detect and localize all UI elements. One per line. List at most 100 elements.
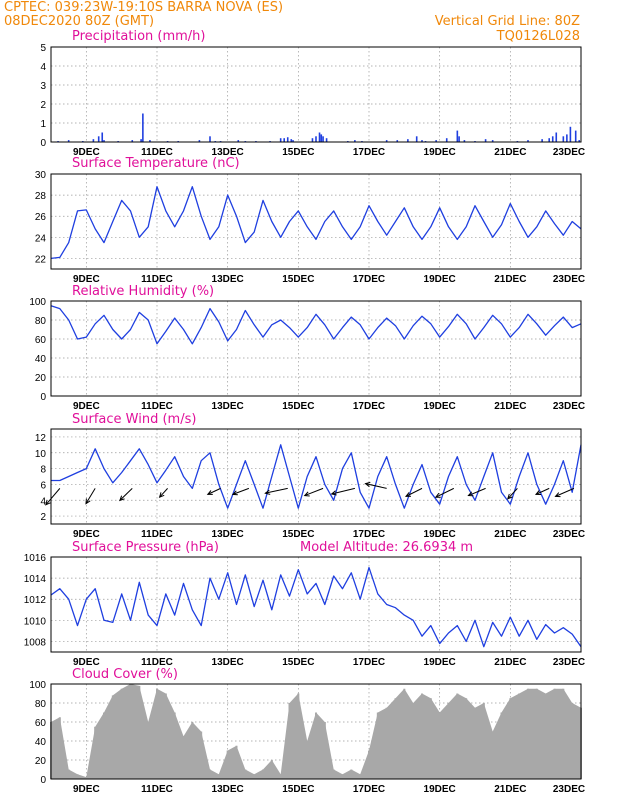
precip-bar — [566, 134, 568, 142]
cloud-cover-xtick-label: 11DEC — [141, 784, 173, 795]
cloud-cover-bar — [474, 707, 476, 779]
cloud-cover-bar — [94, 726, 97, 779]
cloud-cover-bar — [253, 774, 256, 779]
wind-vector-head — [85, 498, 91, 505]
cloud-cover-ytick-label: 40 — [35, 737, 47, 748]
cloud-cover-bar — [403, 688, 406, 779]
precip-bar — [396, 140, 399, 142]
precip-bar — [209, 136, 211, 142]
model-altitude-annotation: Model Altitude: 26.6934 m — [300, 540, 473, 555]
precipitation-xtick-label: 9DEC — [73, 147, 100, 158]
precip-bar — [149, 140, 151, 142]
precip-bar — [283, 138, 285, 142]
precip-bar — [458, 136, 460, 142]
cloud-cover-bar — [209, 769, 211, 779]
temperature-ytick-label: 24 — [35, 233, 47, 244]
humidity-ytick-label: 20 — [35, 373, 47, 384]
pressure-ytick-label: 1016 — [24, 553, 47, 564]
humidity-plot-frame — [50, 300, 582, 397]
temperature-ytick-label: 26 — [35, 212, 47, 223]
precip-bar — [318, 132, 321, 142]
temperature-ytick-label: 22 — [35, 254, 47, 265]
humidity-ytick-label: 100 — [29, 297, 46, 308]
cloud-cover-bar — [465, 698, 468, 779]
temperature-series-line — [50, 186, 582, 260]
wind-ytick-label: 10 — [35, 449, 47, 460]
cloud-cover-bar — [226, 750, 229, 779]
precip-bar — [198, 140, 201, 142]
humidity-ytick-label: 40 — [35, 354, 47, 365]
cloud-cover-ytick-label: 80 — [35, 699, 47, 710]
cloud-cover-bar — [120, 688, 123, 779]
precip-bar — [237, 140, 240, 142]
panel-title-cloud-cover: Cloud Cover (%) — [72, 667, 178, 682]
precipitation-xtick-label: 21DEC — [494, 147, 526, 158]
pressure-ytick-label: 1012 — [24, 595, 47, 606]
precip-bar — [311, 138, 314, 142]
wind-vector-arrow — [45, 488, 61, 506]
wind-vector-head — [404, 492, 412, 497]
panel-title-wind: Surface Wind (m/s) — [72, 412, 196, 427]
pressure-plot-frame — [50, 556, 582, 653]
temperature-xtick-label: 13DEC — [212, 274, 244, 285]
cloud-cover-bar — [412, 703, 415, 779]
wind-vector-arrow — [304, 487, 324, 497]
cloud-cover-bar — [368, 750, 370, 779]
precip-bar — [140, 139, 142, 142]
cloud-cover-xtick-label: 13DEC — [212, 784, 244, 795]
cloud-cover-bar — [270, 760, 273, 779]
precip-bar — [292, 140, 294, 142]
wind-vector-head — [330, 490, 337, 496]
temperature-xtick-label: 23DEC — [553, 274, 585, 285]
wind-vector-arrow — [435, 487, 455, 498]
precipitation-ytick-label: 5 — [40, 43, 46, 54]
precip-bar — [548, 138, 550, 142]
cloud-cover-bar — [553, 688, 556, 779]
temperature-ytick-label: 30 — [35, 170, 47, 181]
cloud-cover-bar — [500, 712, 503, 779]
pressure-ytick-label: 1008 — [24, 637, 47, 648]
cloud-cover-bar — [509, 698, 512, 779]
cloud-cover-bar — [297, 693, 300, 779]
precipitation-ytick-label: 1 — [40, 119, 46, 130]
precip-bar — [562, 136, 565, 142]
precip-bar — [315, 136, 317, 142]
cloud-cover-xtick-label: 15DEC — [282, 784, 314, 795]
cloud-cover-bar — [350, 769, 353, 779]
humidity-xtick-label: 21DEC — [494, 401, 526, 412]
precipitation-xtick-label: 19DEC — [424, 147, 456, 158]
precipitation-xtick-label: 13DEC — [212, 147, 244, 158]
cloud-cover-xtick-label: 21DEC — [494, 784, 526, 795]
header-line2-left: 08DEC2020 80Z (GMT) — [4, 14, 154, 29]
cloud-cover-bar — [341, 774, 344, 779]
cloud-cover-bar — [200, 731, 203, 779]
cloud-cover-bar — [562, 688, 565, 779]
wind-ytick-label: 2 — [40, 512, 46, 523]
precip-bar — [527, 140, 529, 142]
wind-ytick-label: 6 — [40, 480, 46, 491]
precip-bar — [97, 136, 100, 142]
precip-bar — [569, 126, 572, 142]
precipitation-ytick-label: 4 — [40, 62, 46, 73]
wind-vector-arrow — [159, 488, 168, 498]
cloud-cover-bar — [544, 693, 547, 779]
cloud-cover-bar — [385, 707, 388, 779]
wind-vector-arrow — [331, 487, 355, 495]
pressure-xtick-label: 15DEC — [282, 657, 314, 668]
humidity-xtick-label: 19DEC — [424, 401, 456, 412]
pressure-series-line — [50, 566, 582, 648]
wind-vector-arrow — [535, 487, 550, 495]
cloud-cover-bar — [421, 693, 423, 779]
precip-bar — [279, 138, 282, 142]
cloud-cover-bar — [323, 722, 326, 779]
cloud-cover-bar — [129, 684, 132, 779]
precip-bar — [578, 140, 581, 142]
precip-bar — [407, 139, 409, 142]
cloud-cover-bar — [156, 688, 158, 779]
header-line1-left: CPTEC: 039:23W-19:10S BARRA NOVA (ES) — [4, 0, 283, 15]
precip-bar — [574, 130, 577, 142]
temperature-plot-frame — [50, 173, 582, 270]
cloud-cover-xtick-label: 9DEC — [73, 784, 100, 795]
precip-bar — [131, 140, 134, 142]
cloud-cover-ytick-label: 20 — [35, 756, 47, 767]
